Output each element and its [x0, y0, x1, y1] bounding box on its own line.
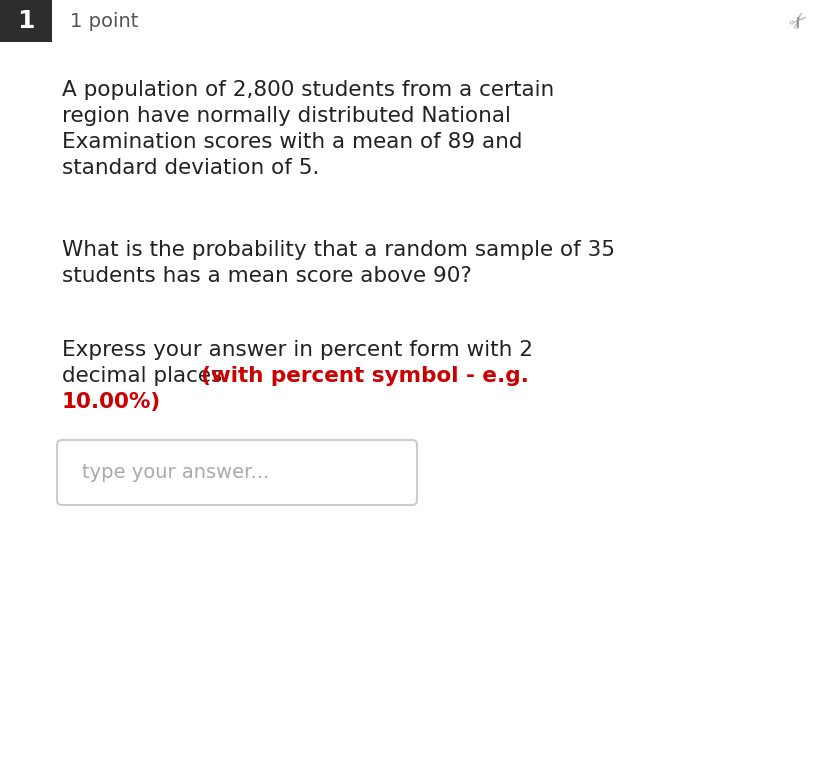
Text: A population of 2,800 students from a certain: A population of 2,800 students from a ce… [62, 80, 553, 100]
Text: decimal places: decimal places [62, 366, 229, 386]
Text: region have normally distributed National: region have normally distributed Nationa… [62, 106, 510, 126]
Text: What is the probability that a random sample of 35: What is the probability that a random sa… [62, 240, 614, 260]
Text: 1 point: 1 point [70, 12, 138, 31]
Text: 📌: 📌 [791, 11, 803, 29]
FancyBboxPatch shape [57, 440, 417, 505]
Text: type your answer...: type your answer... [82, 463, 269, 482]
Text: (with percent symbol - e.g.: (with percent symbol - e.g. [201, 366, 528, 386]
Text: Express your answer in percent form with 2: Express your answer in percent form with… [62, 340, 533, 360]
Text: 1: 1 [17, 9, 35, 33]
Text: standard deviation of 5.: standard deviation of 5. [62, 158, 319, 178]
FancyBboxPatch shape [0, 0, 52, 42]
Text: Examination scores with a mean of 89 and: Examination scores with a mean of 89 and [62, 132, 522, 152]
Text: ✂: ✂ [786, 8, 813, 35]
Text: students has a mean score above 90?: students has a mean score above 90? [62, 266, 471, 286]
Text: 10.00%): 10.00%) [62, 392, 161, 412]
